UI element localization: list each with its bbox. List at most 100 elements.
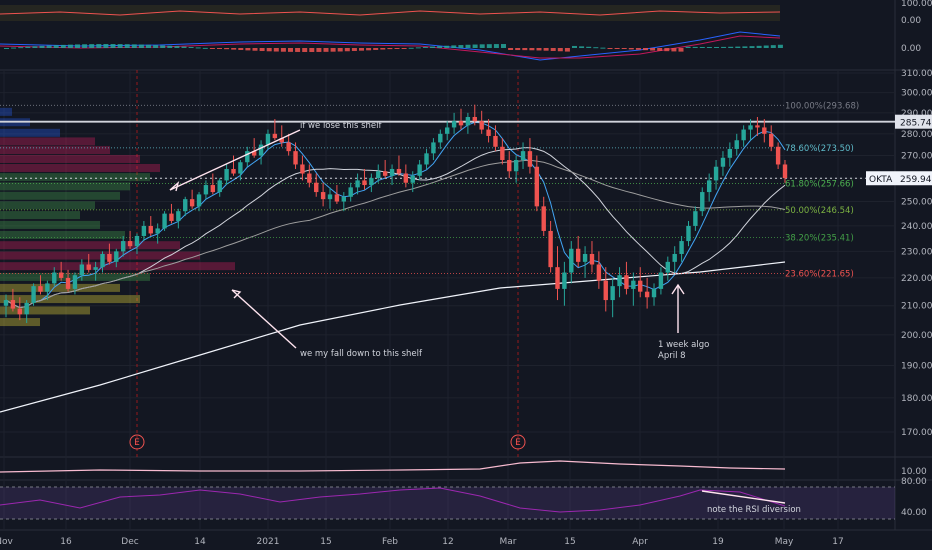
candle-body xyxy=(107,253,112,262)
macd-histogram-bar xyxy=(344,48,350,52)
macd-histogram-bar xyxy=(387,48,393,50)
candle-body xyxy=(403,173,409,183)
price-tick-label: 190.00 xyxy=(901,362,932,372)
macd-histogram-bar xyxy=(259,48,265,52)
macd-histogram-bar xyxy=(131,44,137,48)
macd-histogram-bar xyxy=(657,48,663,51)
volume-profile-bar xyxy=(0,163,160,172)
macd-histogram-bar xyxy=(60,44,66,48)
candle-body xyxy=(775,146,781,165)
macd-histogram-bar xyxy=(614,48,620,49)
rsi-tick-label: 80.00 xyxy=(901,477,927,487)
macd-histogram-bar xyxy=(536,48,542,51)
candle-body xyxy=(24,302,29,315)
macd-tick-label: 0.00 xyxy=(901,16,921,26)
earnings-marker-label: E xyxy=(515,438,521,448)
macd-histogram-bar xyxy=(202,47,208,49)
macd-histogram-bar xyxy=(685,46,691,48)
macd-histogram-bar xyxy=(273,48,279,52)
candle-body xyxy=(382,171,388,176)
candle-body xyxy=(762,127,767,134)
candle-body xyxy=(431,142,436,154)
volume-profile xyxy=(0,107,235,327)
candle-body xyxy=(720,157,726,167)
candle-body xyxy=(575,248,581,262)
candle-body xyxy=(120,241,126,252)
volume-profile-bar xyxy=(0,191,120,200)
fib-level-label: 50.00%(246.54) xyxy=(785,206,854,216)
annotation-algo-line1: 1 week algo xyxy=(658,340,709,350)
candle-body xyxy=(520,151,526,160)
candle-body xyxy=(582,253,588,262)
macd-histogram-bar xyxy=(174,46,180,48)
macd-histogram-bar xyxy=(607,48,613,49)
macd-histogram-bar xyxy=(124,44,130,48)
candle-body xyxy=(148,225,153,234)
macd-histogram-bar xyxy=(359,48,364,51)
macd-histogram-bar xyxy=(664,48,670,52)
time-tick-label: 19 xyxy=(712,537,724,547)
candle-body xyxy=(438,133,443,143)
shelf-price-label: 285.74 xyxy=(900,119,932,129)
price-tick-label: 290.00 xyxy=(901,109,932,119)
candle-body xyxy=(769,133,774,147)
candle-body xyxy=(734,140,739,149)
last-price-box xyxy=(895,171,932,186)
time-tick-label: 17 xyxy=(832,537,843,547)
time-tick-label: 15 xyxy=(564,537,575,547)
time-tick-label: 12 xyxy=(442,537,453,547)
candle-body xyxy=(65,277,71,289)
volume-profile-bar xyxy=(0,262,235,271)
macd-histogram-bar xyxy=(181,46,187,48)
candle-body xyxy=(507,159,512,172)
macd-histogram-bar xyxy=(408,47,414,49)
macd-histogram-bar xyxy=(53,45,59,48)
annotation-lose-shelf: if we lose this shelf xyxy=(300,121,382,131)
macd-histogram-bar xyxy=(217,48,222,49)
candle-body xyxy=(527,151,533,167)
annotation-fall-shelf: we my fall down to this shelf xyxy=(300,349,423,359)
fib-level-label: 78.60%(273.50) xyxy=(785,144,854,154)
macd-histogram-bar xyxy=(529,48,535,51)
macd-histogram-bar xyxy=(309,48,315,52)
macd-histogram-bar xyxy=(678,48,684,52)
candle-body xyxy=(300,164,305,174)
macd-histogram-bar xyxy=(557,48,563,52)
candle-body xyxy=(555,267,560,289)
macd-histogram-bar xyxy=(593,47,599,49)
macd-histogram-bar xyxy=(543,48,549,51)
time-tick-label: Nov xyxy=(0,537,13,547)
macd-histogram-bar xyxy=(167,45,173,48)
macd-histogram-bar xyxy=(742,46,748,48)
volume-profile-bar xyxy=(0,283,120,292)
price-tick-label: 240.00 xyxy=(901,222,932,232)
macd-histogram-bar xyxy=(82,44,88,48)
volume-profile-bar xyxy=(0,230,125,239)
candle-body xyxy=(458,121,464,126)
time-tick-label: Apr xyxy=(632,537,648,547)
macd-histogram-bar xyxy=(96,44,102,48)
annotation-arrows xyxy=(169,129,786,504)
candle-body xyxy=(210,185,216,193)
candle-body xyxy=(376,171,381,179)
candle-body xyxy=(465,116,471,126)
candle-body xyxy=(141,225,147,236)
candle-body xyxy=(231,168,236,174)
candle-body xyxy=(52,272,57,284)
price-tick-label: 170.00 xyxy=(901,428,932,438)
price-tick-label: 200.00 xyxy=(901,331,932,341)
macd-histogram-bar xyxy=(25,46,31,48)
macd-histogram-bar xyxy=(302,48,308,52)
candlesticks xyxy=(3,104,788,324)
time-tick-label: 2021 xyxy=(257,537,280,547)
volume-profile-bar xyxy=(0,211,80,220)
volume-profile-bar xyxy=(0,220,100,229)
macd-histogram-bar xyxy=(763,45,769,48)
macd-histogram-bar xyxy=(508,48,514,51)
macd-histogram-bar xyxy=(18,47,24,49)
candle-body xyxy=(355,180,360,188)
symbol-box xyxy=(866,171,895,186)
candle-body xyxy=(479,121,484,130)
candle-body xyxy=(10,300,16,309)
